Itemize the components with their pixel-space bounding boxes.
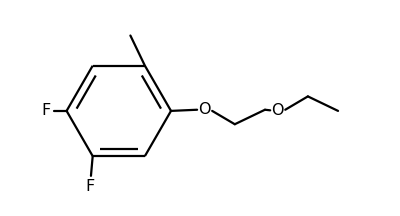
Text: O: O bbox=[272, 103, 284, 118]
Text: O: O bbox=[198, 102, 211, 117]
Text: F: F bbox=[85, 179, 94, 194]
Text: F: F bbox=[42, 103, 51, 118]
